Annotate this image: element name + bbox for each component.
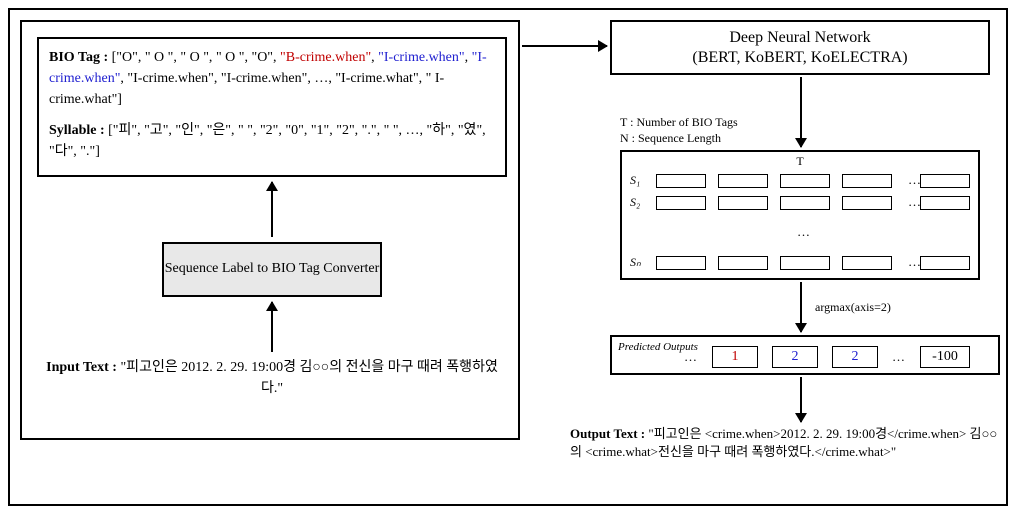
matrix-cell [920, 174, 970, 188]
bio-tag-line: BIO Tag : ["O", " O ", " O ", " O ", "O"… [49, 47, 495, 110]
arrow-pred-to-output [800, 377, 802, 422]
arrow-converter-to-bio [271, 182, 273, 237]
matrix-cell [718, 196, 768, 210]
matrix-cell [718, 174, 768, 188]
argmax-label: argmax(axis=2) [815, 300, 891, 315]
predicted-outputs-box: Predicted Outputs …122…-100 [610, 335, 1000, 375]
dnn-title: Deep Neural Network [729, 28, 870, 48]
matrix-cell [842, 256, 892, 270]
matrix-box: T S₁…S₂…Sₙ…… [620, 150, 980, 280]
syllable-label: Syllable : [49, 123, 105, 138]
left-panel: BIO Tag : ["O", " O ", " O ", " O ", "O"… [20, 20, 520, 440]
bio-tag-label: BIO Tag : [49, 50, 112, 65]
bio-tag-token: , [465, 50, 472, 65]
matrix-cell [718, 256, 768, 270]
bio-tag-token: " O ", [216, 50, 252, 65]
pred-cell-last: -100 [920, 346, 970, 368]
matrix-cell [842, 196, 892, 210]
matrix-row-label: S₁ [630, 173, 640, 188]
matrix-row-label: S₂ [630, 195, 640, 210]
bio-tag-token: " O ", [145, 50, 181, 65]
input-text-block: Input Text : "피고인은 2012. 2. 29. 19:00경 김… [37, 357, 507, 399]
pred-leading-dots: … [684, 349, 697, 365]
dnn-box: Deep Neural Network (BERT, KoBERT, KoELE… [610, 20, 990, 75]
matrix-cell [780, 174, 830, 188]
pred-cell: 2 [772, 346, 818, 368]
outer-frame: BIO Tag : ["O", " O ", " O ", " O ", "O"… [8, 8, 1008, 506]
syllable-line: Syllable : ["피", "고", "인", "은", " ", "2"… [49, 120, 495, 162]
converter-label: Sequence Label to BIO Tag Converter [165, 260, 380, 278]
pred-trailing-dots: … [892, 349, 905, 365]
legend-T: T : Number of BIO Tags [620, 115, 738, 131]
bio-tag-token: "B-crime.when" [280, 50, 371, 65]
bio-tag-token: "I-crime.when" [378, 50, 464, 65]
input-text-value: "피고인은 2012. 2. 29. 19:00경 김○○의 전신을 마구 때려… [120, 360, 497, 396]
matrix-legend: T : Number of BIO Tags N : Sequence Leng… [620, 115, 738, 146]
pred-cell: 2 [832, 346, 878, 368]
syllable-text: ["피", "고", "인", "은", " ", "2", "0", "1",… [49, 123, 486, 159]
matrix-cell [780, 256, 830, 270]
matrix-cell [920, 196, 970, 210]
bio-syllable-box: BIO Tag : ["O", " O ", " O ", " O ", "O"… [37, 37, 507, 177]
arrow-input-to-converter [271, 302, 273, 352]
matrix-cell [656, 196, 706, 210]
dnn-subtitle: (BERT, KoBERT, KoELECTRA) [692, 48, 907, 68]
converter-box: Sequence Label to BIO Tag Converter [162, 242, 382, 297]
arrow-dnn-to-matrix [800, 77, 802, 147]
arrow-matrix-to-pred [800, 282, 802, 332]
matrix-row-label: Sₙ [630, 255, 641, 270]
legend-N: N : Sequence Length [620, 131, 738, 147]
matrix-cell [842, 174, 892, 188]
input-text-label: Input Text : [46, 360, 117, 375]
bio-tag-token: "O", [251, 50, 280, 65]
output-text-label: Output Text : [570, 426, 645, 441]
pred-cell: 1 [712, 346, 758, 368]
matrix-cell [780, 196, 830, 210]
matrix-cell [656, 256, 706, 270]
matrix-cell [920, 256, 970, 270]
arrow-left-to-dnn [522, 45, 607, 47]
matrix-cell [656, 174, 706, 188]
output-text-block: Output Text : "피고인은 <crime.when>2012. 2.… [570, 425, 1000, 461]
matrix-T-header: T [622, 154, 978, 169]
bio-tag-token: " O ", [180, 50, 216, 65]
matrix-vdots: … [797, 224, 810, 240]
bio-tag-token: ["O", [112, 50, 145, 65]
